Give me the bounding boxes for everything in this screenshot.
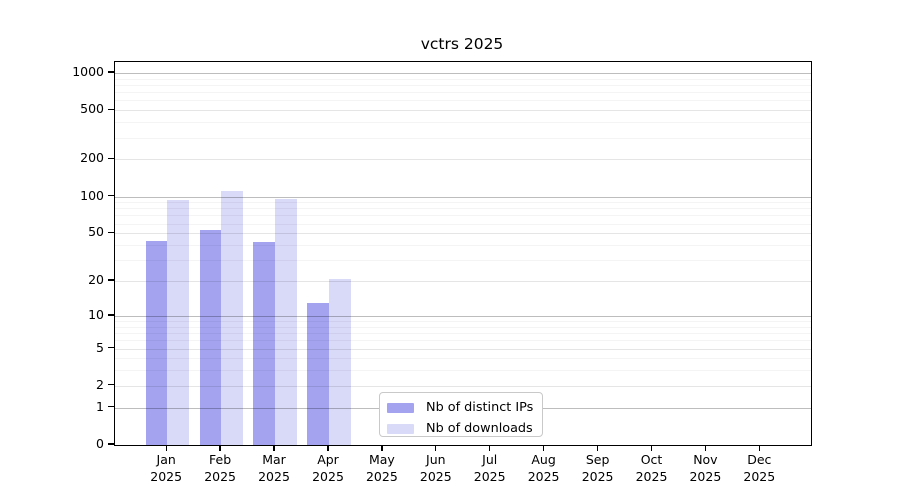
bar-distinct-ips-jan bbox=[145, 241, 168, 445]
x-tick-label-oct: Oct 2025 bbox=[635, 452, 668, 484]
y-tick-mark bbox=[108, 71, 114, 73]
y-tick-label: 100 bbox=[80, 187, 104, 203]
gridline-minor bbox=[115, 233, 811, 235]
gridline-faint bbox=[115, 245, 811, 246]
x-tick-label-sep: Sep 2025 bbox=[581, 452, 614, 484]
bar-downloads-mar bbox=[275, 199, 297, 445]
gridline-faint bbox=[115, 92, 811, 94]
legend-label-distinct-ips: Nb of distinct IPs bbox=[426, 400, 534, 415]
gridline-faint bbox=[115, 84, 811, 86]
bar-distinct-ips-mar bbox=[253, 242, 275, 445]
y-tick-mark bbox=[108, 406, 114, 408]
gridline-faint bbox=[115, 137, 811, 139]
x-tick-mark bbox=[327, 445, 329, 451]
gridline-minor bbox=[115, 281, 811, 282]
x-tick-mark bbox=[650, 445, 653, 451]
x-tick-label-nov: Nov 2025 bbox=[689, 452, 722, 484]
gridline-faint bbox=[115, 260, 811, 262]
x-tick-label-mar: Mar 2025 bbox=[258, 452, 290, 484]
x-tick-label-aug: Aug 2025 bbox=[527, 452, 560, 484]
y-tick-mark bbox=[108, 194, 114, 197]
chart-title: vctrs 2025 bbox=[420, 35, 504, 53]
x-tick-mark bbox=[704, 445, 707, 451]
legend-item-downloads: Nb of downloads bbox=[387, 421, 542, 436]
y-tick-label: 5 bbox=[96, 339, 104, 355]
x-tick-label-jun: Jun 2025 bbox=[419, 452, 452, 484]
y-tick-mark bbox=[108, 108, 114, 110]
y-tick-label: 50 bbox=[88, 224, 104, 240]
bar-downloads-apr bbox=[329, 278, 351, 445]
gridline-faint bbox=[115, 340, 811, 342]
gridline-faint bbox=[115, 326, 811, 328]
legend-swatch-downloads bbox=[387, 423, 414, 434]
gridline-faint bbox=[115, 321, 811, 322]
legend: Nb of distinct IPs Nb of downloads bbox=[379, 392, 543, 437]
y-tick-label: 1000 bbox=[72, 63, 104, 79]
bar-downloads-feb bbox=[221, 191, 243, 445]
x-tick-label-may: May 2025 bbox=[365, 452, 398, 484]
gridline-major bbox=[115, 315, 811, 317]
gridline-major bbox=[115, 72, 811, 74]
x-tick-mark bbox=[435, 445, 437, 451]
x-tick-mark bbox=[596, 445, 599, 451]
gridline-faint bbox=[115, 122, 811, 124]
gridline-major bbox=[115, 196, 811, 198]
x-tick-label-apr: Apr 2025 bbox=[312, 452, 344, 484]
gridline-minor bbox=[115, 110, 811, 112]
gridline-minor bbox=[115, 159, 811, 161]
bar-downloads-jan bbox=[167, 200, 189, 445]
y-tick-label: 0 bbox=[96, 436, 104, 451]
x-tick-label-dec: Dec 2025 bbox=[743, 452, 776, 484]
legend-label-downloads: Nb of downloads bbox=[426, 421, 533, 436]
x-tick-mark bbox=[165, 445, 167, 451]
gridline-faint bbox=[115, 208, 811, 210]
x-tick-mark bbox=[542, 445, 545, 451]
y-tick-mark bbox=[108, 314, 114, 316]
y-tick-mark bbox=[108, 384, 114, 386]
gridline-faint bbox=[115, 215, 811, 217]
y-tick-label: 20 bbox=[88, 272, 104, 287]
gridline-minor bbox=[115, 348, 811, 350]
x-tick-label-feb: Feb 2025 bbox=[204, 452, 236, 484]
gridline-minor bbox=[115, 385, 811, 387]
x-tick-label-jan: Jan 2025 bbox=[150, 452, 183, 484]
gridline-faint bbox=[115, 202, 811, 204]
gridline-faint bbox=[115, 358, 811, 360]
y-tick-label: 200 bbox=[80, 150, 104, 166]
x-tick-mark bbox=[381, 445, 383, 451]
y-tick-mark bbox=[108, 231, 114, 233]
gridline-faint bbox=[115, 100, 811, 102]
y-tick-mark bbox=[108, 157, 114, 160]
legend-item-distinct-ips: Nb of distinct IPs bbox=[387, 400, 542, 415]
y-tick-label: 500 bbox=[80, 101, 104, 117]
y-tick-label: 1 bbox=[96, 398, 104, 414]
x-tick-mark bbox=[273, 445, 275, 451]
plot-area bbox=[114, 61, 812, 446]
y-tick-label: 10 bbox=[88, 306, 104, 322]
gridline-faint bbox=[115, 333, 811, 334]
legend-swatch-distinct-ips bbox=[387, 402, 414, 413]
x-tick-mark bbox=[489, 445, 491, 451]
y-tick-mark bbox=[108, 346, 114, 349]
x-tick-label-jul: Jul 2025 bbox=[473, 452, 506, 484]
y-tick-mark bbox=[108, 443, 114, 445]
x-tick-mark bbox=[219, 445, 221, 451]
bar-distinct-ips-apr bbox=[307, 302, 329, 445]
gridline-faint bbox=[115, 370, 811, 372]
gridline-faint bbox=[115, 223, 811, 225]
bar-distinct-ips-feb bbox=[199, 230, 222, 445]
gridline-faint bbox=[115, 78, 811, 80]
y-tick-label: 2 bbox=[96, 376, 104, 392]
x-tick-mark bbox=[758, 445, 760, 451]
y-tick-mark bbox=[108, 279, 114, 281]
